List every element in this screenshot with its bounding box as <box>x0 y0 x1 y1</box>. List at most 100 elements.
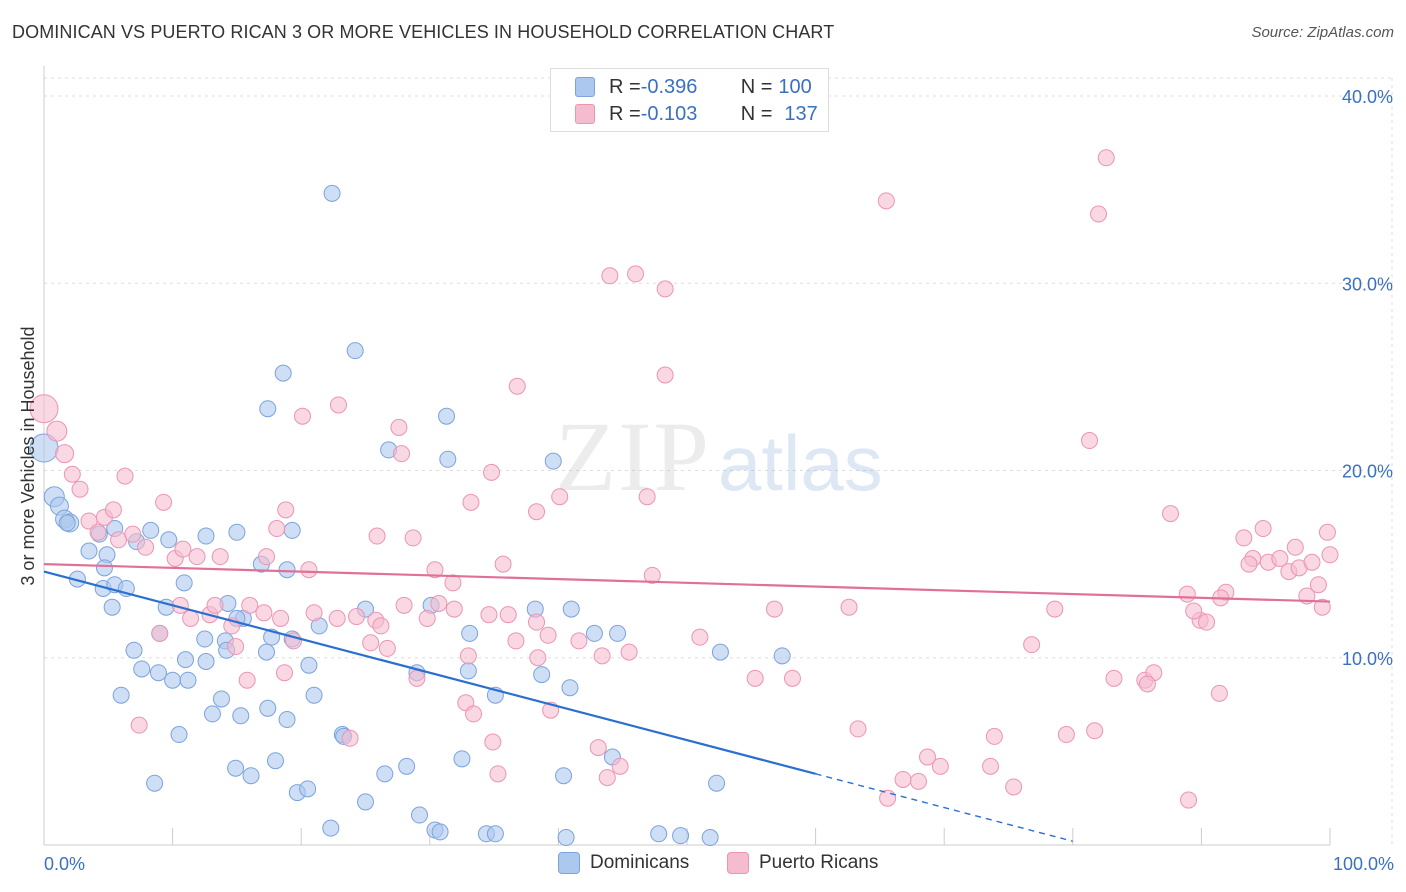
puerto-rican-point <box>110 531 128 549</box>
puerto-rican-point <box>480 606 498 624</box>
legend-r-label: R = <box>609 75 641 98</box>
x-tick-label-100: 100.0% <box>1333 854 1394 874</box>
puerto-rican-point <box>462 493 480 511</box>
puerto-rican-point <box>368 527 386 545</box>
puerto-rican-point <box>746 669 764 687</box>
dominican-point <box>58 514 76 532</box>
dominican-trend-line <box>43 570 816 775</box>
puerto-rican-point <box>341 729 359 747</box>
puerto-rican-point <box>1057 726 1075 744</box>
puerto-rican-point <box>508 377 526 395</box>
dominican-point <box>80 542 98 560</box>
dominican-point <box>257 643 275 661</box>
dominican-point <box>398 757 416 775</box>
legend-r-value: -0.396 <box>640 75 698 98</box>
puerto-rican-point <box>783 669 801 687</box>
dominican-point <box>708 774 726 792</box>
puerto-rican-point <box>1180 791 1198 809</box>
dominican-point <box>431 823 449 841</box>
puerto-rican-point <box>1090 205 1108 223</box>
dominican-point <box>533 666 551 684</box>
puerto-rican-point <box>124 525 142 543</box>
y-tick-label-10: 10.0% <box>1342 649 1393 669</box>
legend-r-label: R = <box>609 102 641 125</box>
puerto-rican-point <box>1303 553 1321 571</box>
legend-row-dominicans: R = -0.396 N = 100 <box>575 74 812 100</box>
legend-label-dominicans: Dominicans <box>590 852 690 873</box>
puerto-rican-point <box>1046 600 1064 618</box>
chart-title: DOMINICAN VS PUERTO RICAN 3 OR MORE VEHI… <box>12 22 835 42</box>
puerto-rican-point <box>116 467 134 485</box>
puerto-rican-point <box>444 574 462 592</box>
puerto-rican-point <box>528 503 546 521</box>
dominican-point <box>322 819 340 837</box>
dominican-point <box>585 624 603 642</box>
puerto-rican-point <box>1081 432 1099 450</box>
dominican-trend-extension <box>815 773 1073 842</box>
dominican-point <box>146 774 164 792</box>
dominican-point <box>557 829 575 847</box>
series-puerto-ricans <box>29 149 1339 809</box>
puerto-rican-point <box>328 609 346 627</box>
puerto-rican-point <box>1313 598 1331 616</box>
puerto-rican-point <box>539 626 557 644</box>
puerto-rican-point <box>1185 602 1203 620</box>
puerto-rican-point <box>483 463 501 481</box>
legend-swatch-puerto-ricans <box>575 104 595 124</box>
dominican-point <box>278 711 296 729</box>
puerto-rican-point <box>1240 555 1258 573</box>
dominican-point <box>278 561 296 579</box>
puerto-rican-point <box>601 267 619 285</box>
puerto-rican-point <box>877 192 895 210</box>
dominican-point <box>323 184 341 202</box>
puerto-rican-point <box>894 770 912 788</box>
puerto-rican-point <box>293 407 311 425</box>
puerto-rican-point <box>445 600 463 618</box>
puerto-rican-point <box>241 596 259 614</box>
dominican-point <box>561 679 579 697</box>
puerto-rican-point <box>529 649 547 667</box>
puerto-rican-point <box>268 520 286 538</box>
series-dominicans <box>29 184 791 847</box>
dominican-point <box>176 651 194 669</box>
puerto-rican-point <box>459 647 477 665</box>
puerto-rican-point <box>1235 529 1253 547</box>
dominican-point <box>274 364 292 382</box>
puerto-rican-point <box>272 609 290 627</box>
legend-n-value: 137 <box>784 102 818 125</box>
dominican-point <box>170 726 188 744</box>
dominican-point <box>609 624 627 642</box>
puerto-rican-point <box>255 604 273 622</box>
puerto-rican-point <box>611 757 629 775</box>
chart-source: Source: ZipAtlas.com <box>1251 24 1394 41</box>
dominican-point <box>346 342 364 360</box>
dominican-point <box>672 827 690 845</box>
legend-n-label: N = <box>740 75 773 98</box>
puerto-rican-point <box>151 624 169 642</box>
puerto-rican-point <box>89 523 107 541</box>
puerto-rican-point <box>155 493 173 511</box>
puerto-rican-point <box>981 757 999 775</box>
dominican-point <box>283 521 301 539</box>
dominican-point <box>305 686 323 704</box>
dominican-point <box>164 671 182 689</box>
puerto-rican-point <box>182 609 200 627</box>
dominican-point <box>227 759 245 777</box>
dominican-point <box>95 559 113 577</box>
y-tick-labels: 10.0% 20.0% 30.0% 40.0% <box>1342 87 1393 669</box>
puerto-rican-point <box>620 643 638 661</box>
dominican-point <box>486 825 504 843</box>
dominican-point <box>259 400 277 418</box>
puerto-rican-point <box>395 596 413 614</box>
legend-item-puerto-ricans: Puerto Ricans <box>727 852 878 874</box>
dominican-point <box>701 829 719 847</box>
dominican-point <box>259 699 277 717</box>
dominican-point <box>196 630 214 648</box>
dominican-point <box>103 598 121 616</box>
x-tick-label-0: 0.0% <box>44 854 85 874</box>
watermark: ZIP atlas <box>555 401 883 512</box>
correlation-legend: R = -0.396 N = 100 R = -0.103 N = 137 <box>550 68 829 132</box>
dominican-point <box>376 765 394 783</box>
puerto-rican-point <box>494 555 512 573</box>
